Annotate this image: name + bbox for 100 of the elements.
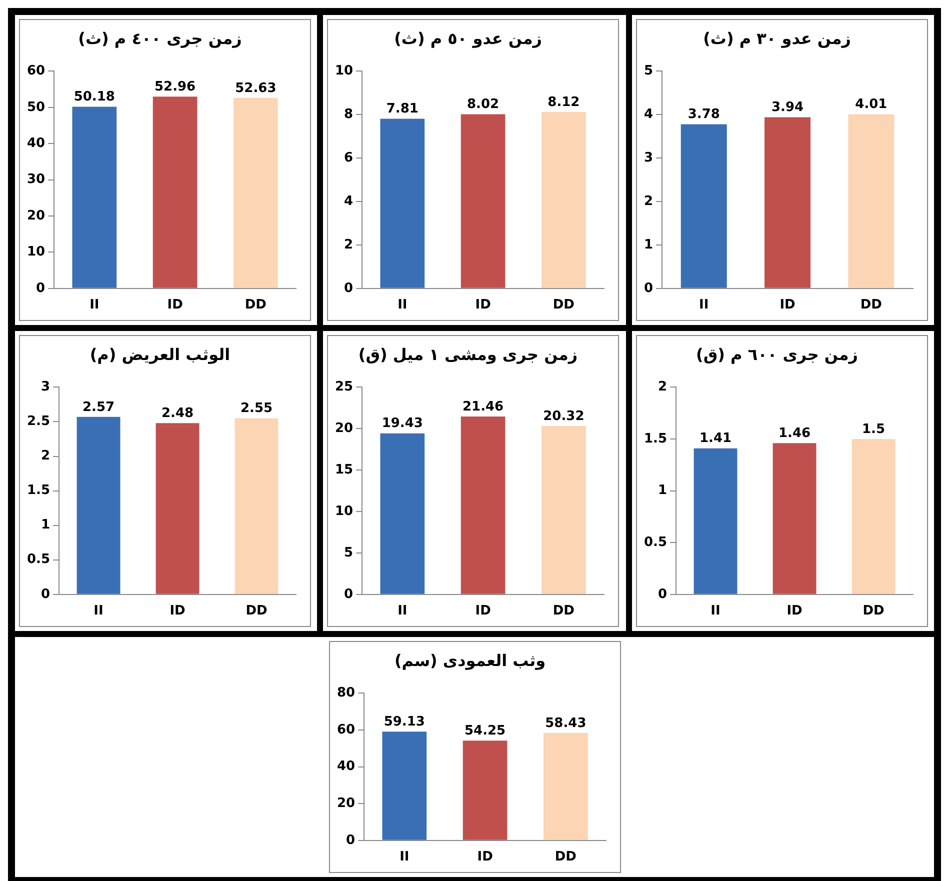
data-label: 19.43 — [382, 416, 424, 432]
x-tick-label: II — [710, 604, 720, 619]
y-tick-label: 1 — [644, 237, 653, 252]
y-tick-label: 0.5 — [644, 534, 667, 550]
y-tick-label: 20 — [26, 208, 46, 224]
data-label: 58.43 — [544, 716, 586, 731]
y-tick-label: 0 — [40, 586, 50, 602]
y-tick-label: 2.5 — [27, 414, 50, 430]
x-tick-label: DD — [244, 298, 267, 313]
bar — [461, 416, 506, 594]
bar — [848, 114, 894, 288]
y-tick-label: 60 — [26, 64, 46, 79]
chart-title: الوثب العريض (م) — [90, 344, 230, 364]
x-tick-label: II — [398, 298, 408, 313]
y-tick-label: 2 — [658, 380, 667, 395]
y-tick-label: 0 — [658, 586, 667, 602]
y-tick-label: 15 — [335, 462, 354, 478]
y-tick-label: 0 — [36, 280, 46, 296]
data-label: 52.96 — [154, 80, 196, 95]
x-tick-label: DD — [553, 604, 576, 619]
y-tick-label: 6 — [344, 150, 354, 166]
bar — [693, 448, 737, 594]
y-tick-label: 2 — [344, 237, 354, 252]
x-tick-label: II — [94, 604, 104, 619]
y-tick-label: 0 — [344, 280, 354, 296]
x-tick-label: DD — [553, 298, 576, 313]
y-tick-label: 4 — [644, 107, 653, 122]
bar — [152, 96, 198, 288]
data-label: 2.48 — [161, 406, 194, 421]
data-label: 2.57 — [82, 400, 115, 415]
y-tick-label: 4 — [344, 194, 354, 209]
y-tick-label: 50 — [26, 100, 46, 115]
y-tick-label: 10 — [335, 504, 354, 519]
bar — [772, 443, 816, 594]
bar — [851, 439, 895, 594]
x-tick-label: II — [90, 298, 100, 313]
y-tick-label: 2 — [40, 448, 50, 464]
data-label: 8.02 — [467, 97, 500, 112]
y-tick-label: 10 — [335, 64, 354, 79]
chart-title: زمن جرى ومشى ١ ميل (ق) — [358, 344, 578, 364]
y-tick-label: 10 — [26, 244, 46, 260]
bar — [461, 114, 506, 288]
x-tick-label: DD — [862, 604, 884, 619]
y-tick-label: 60 — [336, 722, 355, 738]
x-tick-label: DD — [554, 850, 576, 865]
x-tick-label: II — [399, 850, 409, 865]
x-tick-label: II — [698, 298, 708, 313]
data-label: 1.46 — [778, 426, 810, 442]
y-tick-label: 1.5 — [644, 431, 667, 446]
bar — [72, 106, 117, 288]
x-tick-label: DD — [860, 298, 882, 313]
y-tick-label: 0 — [644, 280, 653, 296]
x-tick-label: ID — [476, 298, 492, 313]
x-tick-label: ID — [476, 604, 492, 619]
y-tick-label: 1 — [658, 483, 667, 498]
data-label: 3.94 — [771, 100, 804, 116]
chart-title: زمن جرى ٦٠٠ م (ق) — [696, 344, 858, 364]
y-tick-label: 2 — [644, 194, 653, 209]
y-tick-label: 8 — [344, 107, 354, 122]
data-label: 1.41 — [699, 431, 732, 446]
x-tick-label: ID — [779, 298, 796, 313]
bar — [234, 98, 278, 288]
x-tick-label: DD — [246, 604, 268, 619]
y-tick-label: 0.5 — [27, 552, 50, 568]
y-tick-label: 0 — [346, 832, 355, 848]
bar — [380, 433, 425, 594]
chart-title: وثب العمودى (سم) — [394, 650, 546, 670]
x-tick-label: ID — [167, 298, 184, 313]
x-tick-label: ID — [170, 604, 186, 619]
x-tick-label: II — [398, 604, 408, 619]
chart-title: زمن عدو ٣٠ م (ث) — [702, 28, 851, 48]
data-label: 50.18 — [74, 90, 115, 105]
y-tick-label: 3 — [644, 150, 653, 166]
y-tick-label: 3 — [40, 380, 50, 395]
y-tick-label: 1 — [40, 518, 50, 533]
data-label: 7.81 — [386, 102, 419, 117]
x-tick-label: ID — [476, 850, 493, 865]
y-tick-label: 5 — [644, 64, 653, 79]
data-label: 52.63 — [235, 80, 276, 96]
chart-title: زمن عدو ٥٠ م (ث) — [394, 28, 542, 48]
data-label: 1.5 — [862, 422, 885, 437]
bar — [542, 112, 586, 288]
y-tick-label: 20 — [336, 796, 355, 811]
data-label: 4.01 — [854, 97, 887, 112]
data-label: 2.55 — [240, 401, 273, 416]
data-label: 54.25 — [464, 723, 506, 738]
data-label: 59.13 — [383, 714, 424, 730]
data-label: 21.46 — [462, 399, 504, 414]
y-tick-label: 20 — [335, 421, 354, 436]
y-tick-label: 1.5 — [27, 483, 50, 498]
bar — [764, 117, 810, 288]
x-tick-label: ID — [786, 604, 802, 619]
y-tick-label: 5 — [344, 545, 354, 560]
y-tick-label: 30 — [26, 172, 46, 188]
y-tick-label: 80 — [336, 686, 355, 701]
y-tick-label: 40 — [26, 136, 46, 151]
data-label: 3.78 — [687, 107, 720, 122]
y-tick-label: 25 — [335, 380, 354, 395]
bar — [542, 426, 586, 594]
data-label: 8.12 — [548, 94, 580, 110]
